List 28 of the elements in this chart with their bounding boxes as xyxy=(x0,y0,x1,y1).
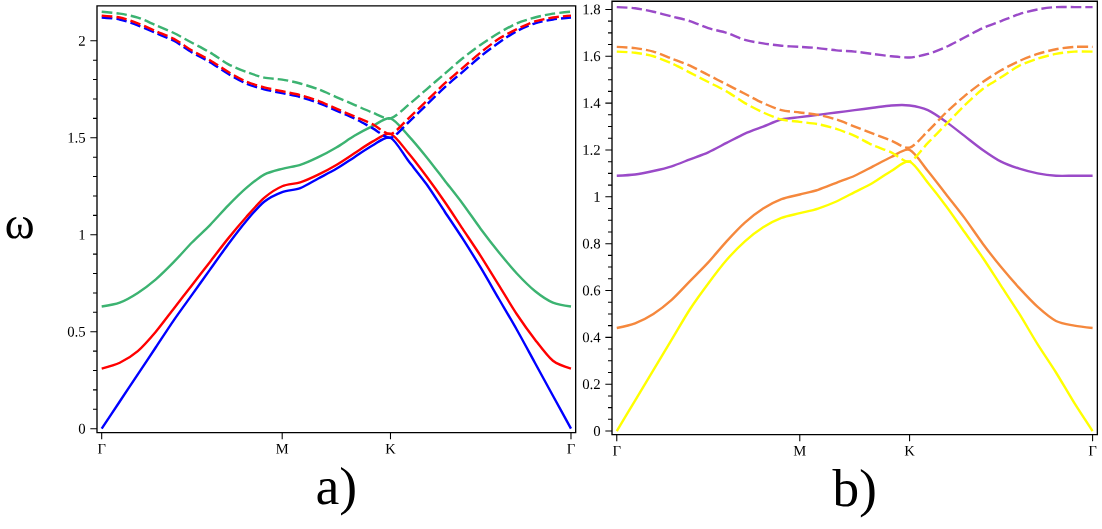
line-series xyxy=(615,5,1094,59)
line-series xyxy=(615,104,1094,178)
x-axis-title: b) xyxy=(832,469,875,518)
y-tick-label: 0.4 xyxy=(582,332,601,343)
y-tick-label: 1.2 xyxy=(583,145,600,156)
y-tick-label: 1 xyxy=(594,192,600,202)
x-tick-label: K xyxy=(904,446,915,456)
y-tick-label: 0.2 xyxy=(582,379,600,390)
y-axis-title: ω xyxy=(6,217,33,239)
y-tick-label: 0.8 xyxy=(582,238,601,249)
x-axis-title: a) xyxy=(317,467,355,516)
y-tick-label: 0.5 xyxy=(67,326,86,337)
x-tick-label: M xyxy=(793,446,806,456)
x-tick-label: Γ xyxy=(567,444,575,454)
x-tick-label: M xyxy=(276,444,289,454)
x-tick-label: Γ xyxy=(612,446,621,456)
y-tick-label: 1.8 xyxy=(583,4,601,15)
y-tick-label: 1.6 xyxy=(583,51,601,62)
y-tick-label: 2 xyxy=(78,36,85,46)
x-tick-label: Γ xyxy=(1088,446,1097,456)
y-tick-label: 1.4 xyxy=(583,98,601,109)
x-tick-label: Γ xyxy=(97,444,106,454)
y-tick-label: 0 xyxy=(593,426,601,437)
y-tick-label: 1.5 xyxy=(68,133,86,143)
y-tick-label: 0.6 xyxy=(582,285,601,296)
y-tick-label: 0 xyxy=(78,423,86,434)
y-tick-label: 1 xyxy=(79,230,85,240)
x-tick-label: K xyxy=(385,444,396,454)
